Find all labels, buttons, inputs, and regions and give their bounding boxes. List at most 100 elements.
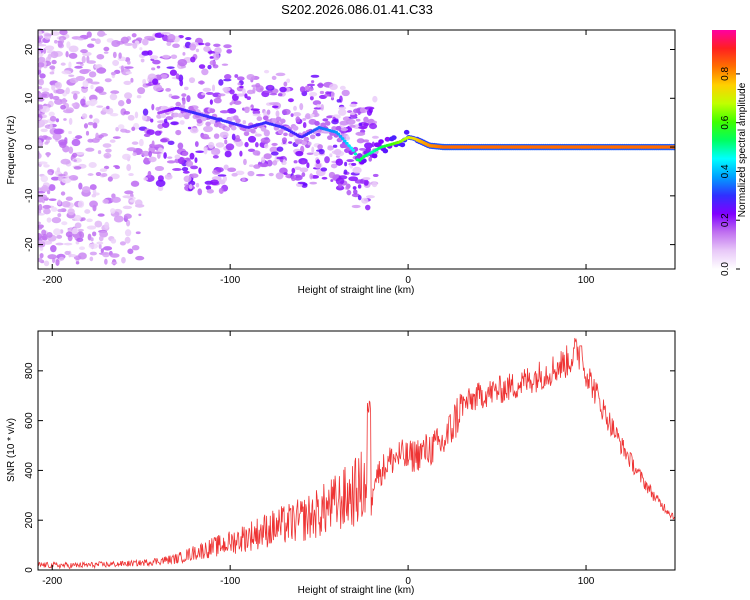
spectrogram-cell [51, 59, 57, 65]
spectrogram-cell [134, 111, 139, 119]
spectrogram-cell [38, 232, 43, 240]
snr-y-ticks: 0 200 400 600 800 [24, 362, 675, 573]
spectrogram-cell [73, 166, 82, 170]
spectrogram-cell [48, 111, 55, 117]
ridge-outer [196, 118, 203, 124]
spectrogram-cell [89, 184, 97, 191]
spectrogram-cell [207, 141, 215, 149]
spectrogram-cell [38, 221, 42, 225]
spectrogram-cell [305, 113, 311, 120]
spectrogram-cell [260, 137, 271, 144]
spectrogram-cell [357, 184, 362, 189]
spectrogram-cell [254, 133, 262, 137]
spectrogram-cell [164, 173, 173, 180]
spectrogram-cell [322, 118, 329, 122]
ridge-core [345, 141, 349, 145]
spectrogram-cell [94, 88, 103, 92]
ridge-outer [177, 113, 184, 118]
spectrogram-cell [87, 43, 95, 48]
spectrogram-cell [310, 74, 320, 78]
spectrogram-cell [154, 166, 165, 172]
spectrogram-cell [306, 152, 314, 156]
spectrogram-cell [38, 194, 48, 200]
spectrogram-cell [49, 115, 57, 122]
ridge-outer [371, 153, 378, 159]
spectrogram-cell [130, 77, 134, 83]
spectrogram-cell [292, 112, 302, 117]
spectrogram-cell [330, 91, 335, 99]
spectrogram-cell [227, 167, 237, 172]
spectrogram-cell [143, 177, 149, 181]
spectrogram-cell [38, 227, 43, 230]
spectrogram-cell [74, 222, 82, 229]
spectrogram-cell [124, 229, 132, 237]
spectrogram-cell [143, 157, 149, 163]
spectrogram-cell [41, 185, 49, 192]
colorbar-bar [712, 30, 736, 269]
spectrogram-cell [119, 241, 126, 246]
spectrogram-cell [216, 167, 224, 173]
spectrogram-cell [38, 212, 45, 216]
spectrogram-cell [43, 48, 47, 54]
spectrogram-cell [110, 238, 117, 244]
spectrogram-cell [46, 217, 52, 223]
spectrogram-cell [195, 48, 200, 53]
spectrogram-cell [275, 110, 280, 118]
spectrogram-cell [124, 42, 133, 46]
spectrogram-cell [195, 182, 200, 188]
spectrogram-cell [182, 151, 189, 157]
spectrogram-cell [239, 85, 244, 89]
spectrogram-cell [302, 122, 307, 129]
y-tick-label: 0 [24, 567, 35, 573]
spectrogram-cell [131, 141, 139, 145]
spectrogram-cell [68, 130, 72, 135]
ridge-outer [277, 129, 284, 135]
spectrogram-cell [144, 35, 154, 40]
spectrogram-cell [109, 93, 118, 101]
spectrogram-cell [131, 245, 140, 251]
spectrogram-cell [71, 138, 81, 147]
spectrogram-cell [65, 51, 69, 58]
spectrogram-cell [188, 77, 196, 84]
spectrogram-cell [371, 181, 378, 188]
spectrogram-cell [212, 64, 219, 69]
spectrogram-cell [53, 228, 61, 236]
spectrogram-cell [169, 69, 178, 76]
spectrogram-cell [75, 261, 80, 265]
spectrogram-cell [60, 104, 67, 110]
spectrogram-cell [85, 130, 90, 136]
spectrogram-cell [83, 123, 89, 129]
ridge-outer [301, 140, 307, 146]
ridge-outer [250, 128, 256, 134]
spectrogram-cell [272, 160, 278, 166]
spectrogram-cell [320, 167, 328, 172]
spectrogram-cell [65, 231, 73, 238]
spectrogram-cell [264, 143, 269, 149]
ridge-outer [378, 139, 384, 145]
spectrogram-cell [75, 61, 84, 65]
spectrogram-cell [152, 151, 162, 155]
spectrogram-cell [301, 172, 306, 178]
spectrogram-cell [306, 83, 316, 87]
spectrogram-cell [110, 173, 120, 180]
spectrogram-cell [295, 150, 304, 157]
spectrogram-cell [170, 121, 179, 126]
spectrogram-cell [306, 162, 310, 169]
spectrogram-cell [283, 132, 288, 137]
spectrogram-cell [209, 60, 217, 66]
spectrogram-cell [237, 82, 241, 86]
spectrogram-cell [167, 34, 176, 42]
spectrogram-cell [324, 156, 330, 164]
spectrogram-cell [86, 218, 93, 223]
spectrogram-cell [142, 78, 147, 85]
spectrogram-cell [255, 173, 266, 177]
spectrogram-cell [89, 256, 94, 262]
spectrogram-cell [271, 142, 278, 146]
spectrogram-cell [242, 120, 247, 125]
ridge-outer [256, 116, 263, 122]
spectrogram-cell [38, 117, 41, 121]
spectrogram-cell [327, 145, 334, 151]
spectrogram-cell [38, 56, 46, 63]
spectrogram-cell [111, 39, 121, 47]
spectrogram-cell [338, 175, 348, 180]
